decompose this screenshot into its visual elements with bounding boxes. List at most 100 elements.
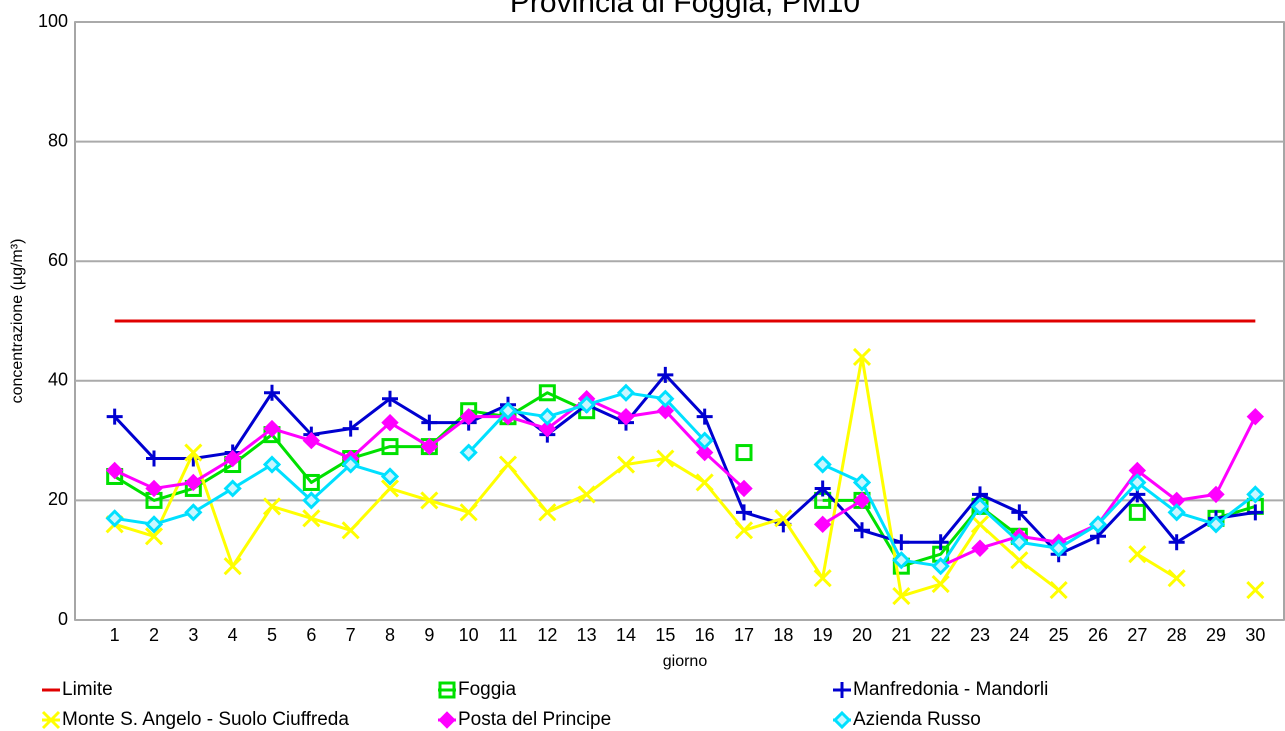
x-tick-label: 12 — [537, 625, 557, 645]
marker — [145, 479, 163, 498]
x-tick-label: 5 — [267, 625, 277, 645]
marker — [1128, 473, 1147, 492]
marker — [263, 419, 281, 438]
marker — [774, 509, 793, 528]
marker — [184, 503, 203, 522]
x-tick-label: 13 — [577, 625, 597, 645]
x-tick-label: 17 — [734, 625, 754, 645]
marker — [1167, 569, 1186, 588]
marker — [735, 479, 753, 498]
marker — [146, 450, 162, 467]
x-tick-label: 19 — [813, 625, 833, 645]
marker — [382, 390, 398, 407]
marker — [41, 710, 61, 730]
y-tick-label: 20 — [48, 489, 68, 509]
x-tick-label: 9 — [424, 625, 434, 645]
marker — [1128, 503, 1146, 521]
marker — [438, 711, 456, 729]
marker — [735, 444, 753, 462]
marker — [302, 431, 321, 450]
x-tick-label: 7 — [346, 625, 356, 645]
x-tick-label: 4 — [228, 625, 238, 645]
marker — [616, 455, 636, 474]
marker — [1049, 539, 1068, 558]
series — [105, 383, 1265, 576]
legend-item: Foggia — [438, 679, 517, 700]
legend-label: Manfredonia - Mandorli — [853, 679, 1048, 700]
marker — [262, 497, 282, 516]
y-tick-label: 60 — [48, 250, 68, 270]
x-tick-label: 6 — [306, 625, 316, 645]
marker — [834, 682, 850, 698]
legend-item: Monte S. Angelo - Suolo Ciuffreda — [41, 709, 349, 730]
x-tick-label: 27 — [1127, 625, 1147, 645]
marker — [1088, 515, 1108, 534]
x-tick-label: 21 — [891, 625, 911, 645]
marker — [656, 389, 675, 408]
marker — [892, 587, 911, 606]
marker — [380, 479, 400, 498]
marker — [1247, 504, 1264, 521]
x-tick-label: 15 — [655, 625, 675, 645]
marker — [341, 521, 360, 540]
x-tick-label: 16 — [695, 625, 715, 645]
marker — [1168, 534, 1185, 551]
marker — [577, 485, 596, 504]
marker — [1128, 545, 1147, 564]
series-line — [114, 391, 1257, 568]
marker — [302, 491, 321, 510]
marker — [498, 455, 518, 474]
marker — [302, 473, 320, 491]
marker — [695, 443, 714, 462]
chart-title: Provincia di Foggia, PM10 — [510, 0, 860, 19]
marker — [893, 534, 910, 551]
y-tick-label: 40 — [48, 370, 68, 390]
marker — [105, 509, 124, 528]
marker — [105, 461, 124, 480]
marker — [1246, 581, 1265, 600]
legend-item: Manfredonia - Mandorli — [833, 679, 1048, 700]
marker — [302, 509, 321, 528]
legend-label: Posta del Principe — [458, 709, 611, 730]
marker — [832, 710, 852, 730]
x-tick-label: 23 — [970, 625, 990, 645]
marker — [932, 534, 949, 551]
marker — [1167, 503, 1186, 522]
marker — [1207, 485, 1225, 504]
marker — [970, 515, 990, 534]
y-axis-title: concentrazione (µg/m³) — [9, 239, 26, 404]
marker — [853, 491, 871, 510]
x-tick-label: 24 — [1009, 625, 1029, 645]
marker — [1246, 485, 1265, 504]
x-tick-label: 26 — [1088, 625, 1108, 645]
marker — [971, 539, 989, 557]
marker — [970, 497, 990, 516]
marker — [814, 480, 831, 497]
x-tick-label: 10 — [459, 625, 479, 645]
legend-label: Azienda Russo — [853, 709, 981, 730]
marker — [1206, 515, 1226, 534]
legend-label: Limite — [62, 679, 113, 700]
marker — [813, 569, 832, 588]
marker — [734, 521, 754, 540]
marker — [421, 414, 438, 431]
series — [105, 347, 1265, 606]
x-axis-title: giorno — [663, 653, 708, 670]
x-tick-label: 8 — [385, 625, 395, 645]
marker — [342, 420, 359, 437]
marker — [459, 443, 478, 462]
series — [106, 384, 1264, 575]
marker — [736, 504, 752, 521]
x-tick-label: 2 — [149, 625, 159, 645]
x-tick-label: 20 — [852, 625, 872, 645]
marker — [1010, 551, 1029, 570]
marker — [538, 503, 557, 522]
marker — [538, 384, 556, 402]
marker — [380, 467, 400, 486]
x-tick-label: 18 — [773, 625, 793, 645]
marker — [223, 449, 242, 468]
x-tick-label: 22 — [931, 625, 951, 645]
legend-label: Foggia — [458, 679, 517, 700]
marker — [1246, 407, 1265, 426]
marker — [184, 473, 203, 492]
